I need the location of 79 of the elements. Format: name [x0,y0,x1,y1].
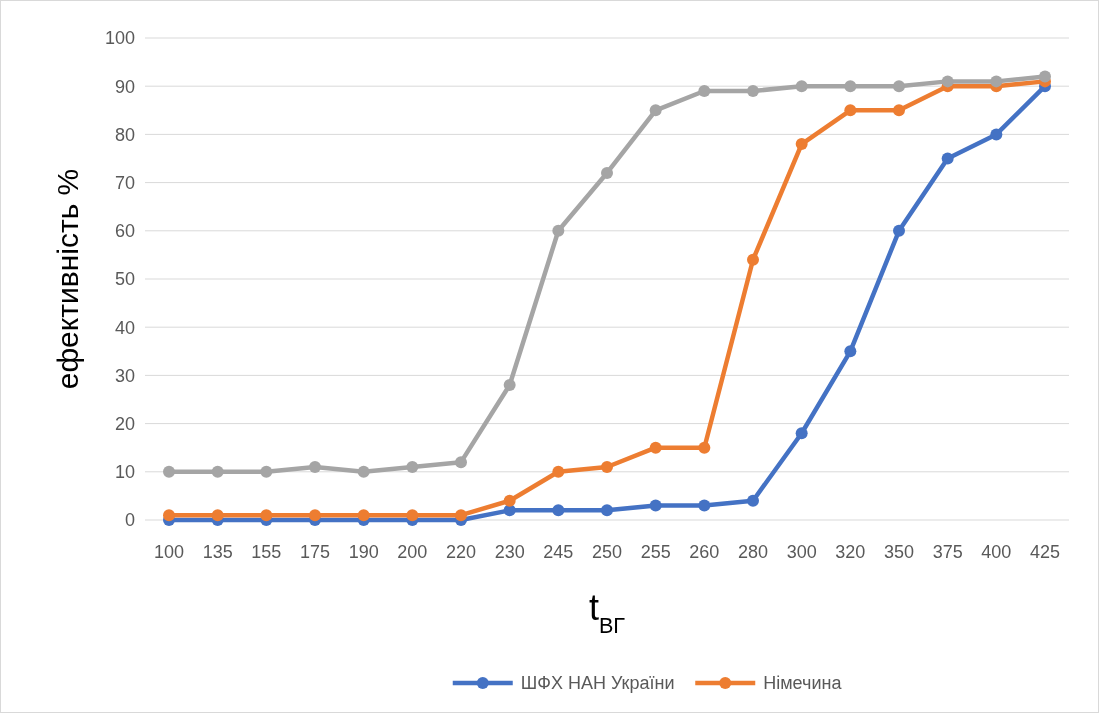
x-tick-label: 320 [835,542,866,562]
x-tick-label: 260 [689,542,720,562]
point [503,379,516,392]
x-tick-label: 220 [445,542,477,562]
y-axis-title: ефективність % [51,168,84,390]
x-tick-label: 230 [494,542,525,562]
point [893,224,905,237]
point [1039,70,1051,83]
y-tick-label: 10 [114,462,135,483]
legend-label: Німечина [763,673,843,694]
point [406,509,419,522]
point [455,456,467,469]
point [260,465,273,478]
y-tick-label: 90 [114,76,135,97]
point [747,253,759,266]
x-tick-label: 100 [153,542,185,562]
point [990,75,1003,88]
point [309,460,321,473]
x-axis-title: t$_{ВГ}$ [588,587,626,638]
x-tick-label: 190 [348,542,379,562]
point [406,460,419,473]
point [163,509,175,522]
x-tick-label: 175 [299,542,331,562]
x-tick-label: 350 [883,542,915,562]
y-tick-label: 60 [114,221,135,242]
point [941,75,954,88]
point [698,499,711,512]
point [844,104,857,117]
y-tick-label: 30 [114,365,135,386]
y-tick-label: 50 [114,269,135,290]
point [844,345,857,358]
point [552,465,565,478]
point [552,224,565,237]
point [795,138,808,151]
point [844,80,857,93]
point [503,494,516,507]
y-tick-label: 100 [104,28,135,49]
point [893,104,905,117]
point [455,509,467,522]
point [601,460,613,473]
x-tick-label: 280 [737,542,769,562]
point [795,427,808,440]
x-tick-label: 155 [251,542,282,562]
point [211,465,224,478]
point [893,80,905,93]
x-tick-label: 375 [932,542,963,562]
point [649,441,662,454]
point [649,499,662,512]
y-tick-label: 40 [114,317,135,338]
point [649,104,662,117]
point [601,166,613,179]
x-tick-label: 400 [981,542,1012,562]
legend-label: ШФХ НАН України [520,673,675,694]
x-tick-label: 255 [640,542,671,562]
x-tick-label: 425 [1029,542,1061,562]
y-tick-label: 80 [114,124,135,145]
point [309,509,321,522]
x-tick-label: 245 [543,542,574,562]
point [698,441,711,454]
point [601,504,613,517]
x-tick-label: 135 [202,542,233,562]
point [698,85,711,98]
x-tick-label: 300 [786,542,817,562]
point [990,128,1003,141]
point [795,80,808,93]
point [552,504,565,517]
y-tick-label: 20 [114,413,135,434]
point [211,509,224,522]
point [357,509,370,522]
point [941,152,954,165]
y-tick-label: 70 [114,172,135,193]
y-tick-label: 0 [124,510,135,531]
point [357,465,370,478]
point [747,494,759,507]
point [163,465,175,478]
x-tick-label: 250 [591,542,623,562]
point [747,85,759,98]
x-tick-label: 200 [397,542,428,562]
point [260,509,273,522]
